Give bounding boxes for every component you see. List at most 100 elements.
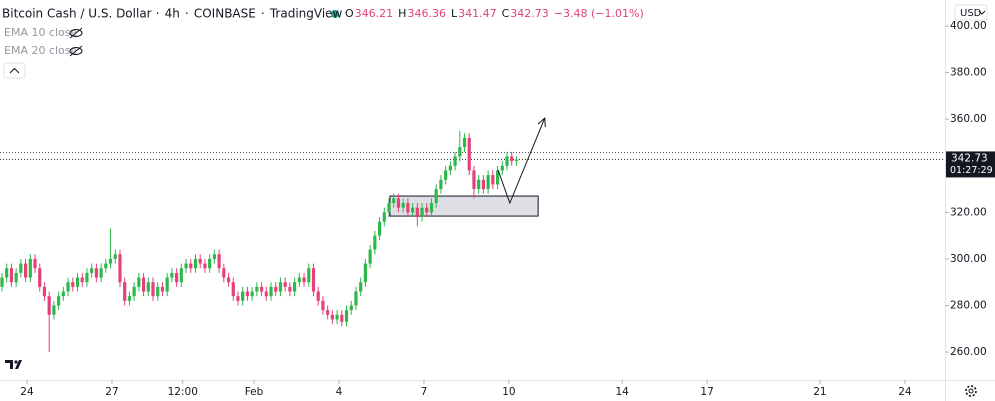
candle-body <box>495 170 500 185</box>
separator: · <box>185 7 189 21</box>
candle-body <box>434 189 438 204</box>
candle-body <box>184 263 188 269</box>
candle-body <box>250 291 254 297</box>
candle-body <box>47 296 51 315</box>
candle-body <box>127 296 132 301</box>
candle-body <box>255 286 259 292</box>
interval: 4h <box>165 7 180 21</box>
candle-body <box>9 268 14 283</box>
candle-body <box>311 268 316 292</box>
indicator-label[interactable]: EMA 10 close <box>4 26 78 39</box>
currency-button[interactable] <box>954 4 988 21</box>
candle-body <box>19 263 23 273</box>
candle-body <box>170 272 174 278</box>
collapse-button[interactable] <box>3 62 26 79</box>
candle-body <box>321 300 325 311</box>
candle-body <box>28 258 32 278</box>
candle-body <box>141 277 146 292</box>
candle-body <box>448 165 452 171</box>
candle-body <box>156 286 160 297</box>
candle-body <box>259 286 264 292</box>
candle-body <box>344 310 349 322</box>
candle-body <box>165 277 169 292</box>
candle-body <box>61 291 65 297</box>
ohlc-label: L <box>451 7 458 20</box>
candle-body <box>264 291 268 297</box>
countdown: 01:27:29 <box>950 165 993 176</box>
arrow-head <box>537 116 546 128</box>
candle-body <box>203 263 207 269</box>
ohlc-value: 346.21 <box>355 7 394 20</box>
settings-icon[interactable] <box>965 385 977 397</box>
candle-body <box>160 286 165 292</box>
y-tick-label: 300.00 <box>950 253 987 265</box>
candle-body <box>90 268 94 273</box>
hide-icon[interactable] <box>69 27 83 57</box>
y-tick-label: 320.00 <box>950 206 987 218</box>
candle-body <box>340 314 344 322</box>
candle-body <box>505 156 509 166</box>
candle-body <box>458 147 462 157</box>
candle-body <box>373 235 377 250</box>
ohlc-value: 346.36 <box>407 7 446 20</box>
candle-body <box>85 272 89 283</box>
candle-body <box>302 277 306 283</box>
candle-body <box>189 263 193 269</box>
candle-body <box>278 282 283 292</box>
exchange: COINBASE <box>194 7 256 21</box>
candle-body <box>94 268 98 278</box>
y-tick-label: 360.00 <box>950 113 987 125</box>
candle-body <box>411 207 415 213</box>
candle-body <box>283 282 287 287</box>
candle-body <box>151 282 155 297</box>
candle-body <box>326 310 330 315</box>
candle-body <box>396 198 401 208</box>
candle-body <box>118 254 122 283</box>
collapse-icon <box>9 67 20 74</box>
candle-body <box>23 263 28 278</box>
candle-body <box>293 282 297 292</box>
separator: · <box>156 7 160 21</box>
candle-body <box>444 170 448 180</box>
x-tick-label: 17 <box>700 386 713 398</box>
candle-body <box>193 258 198 269</box>
candle-body <box>288 286 292 292</box>
candle-body <box>274 286 278 292</box>
candle-body <box>307 268 311 283</box>
candle-body <box>377 221 382 236</box>
x-tick-label: 24 <box>20 386 34 398</box>
candle-body <box>241 291 245 301</box>
y-tick-label: 400.00 <box>950 20 987 32</box>
candle-body <box>477 179 481 190</box>
candle-body <box>198 258 202 264</box>
candle-body <box>453 156 457 166</box>
last-price: 342.73 <box>951 152 988 164</box>
candle-body <box>335 314 339 320</box>
candle-body <box>510 156 514 162</box>
candle-body <box>123 282 127 301</box>
x-tick-label: 4 <box>336 386 343 398</box>
indicator-label[interactable]: EMA 20 close <box>4 44 78 57</box>
candle-body <box>71 282 75 287</box>
candle-body <box>222 268 226 278</box>
candle-body <box>514 159 519 162</box>
x-tick-label: 14 <box>615 386 629 398</box>
candle-body <box>14 272 18 283</box>
x-tick-label: 21 <box>813 386 826 398</box>
candle-body <box>66 282 70 292</box>
candle-body <box>137 277 141 287</box>
candle-body <box>481 179 486 190</box>
market-status <box>331 10 339 18</box>
candle-body <box>425 207 429 213</box>
ohlc-value: 341.47 <box>458 7 497 20</box>
candle-body <box>80 277 84 283</box>
ohlc-value: 342.73 <box>510 7 549 20</box>
candle-body <box>415 207 419 218</box>
candle-body <box>113 254 117 259</box>
ohlc-label: C <box>502 7 510 20</box>
change: −3.48 (−1.01%) <box>554 7 644 20</box>
currency: USD <box>960 8 982 19</box>
candle-body <box>226 277 231 283</box>
candle-body <box>462 137 467 148</box>
ohlc-label: O <box>345 7 354 20</box>
